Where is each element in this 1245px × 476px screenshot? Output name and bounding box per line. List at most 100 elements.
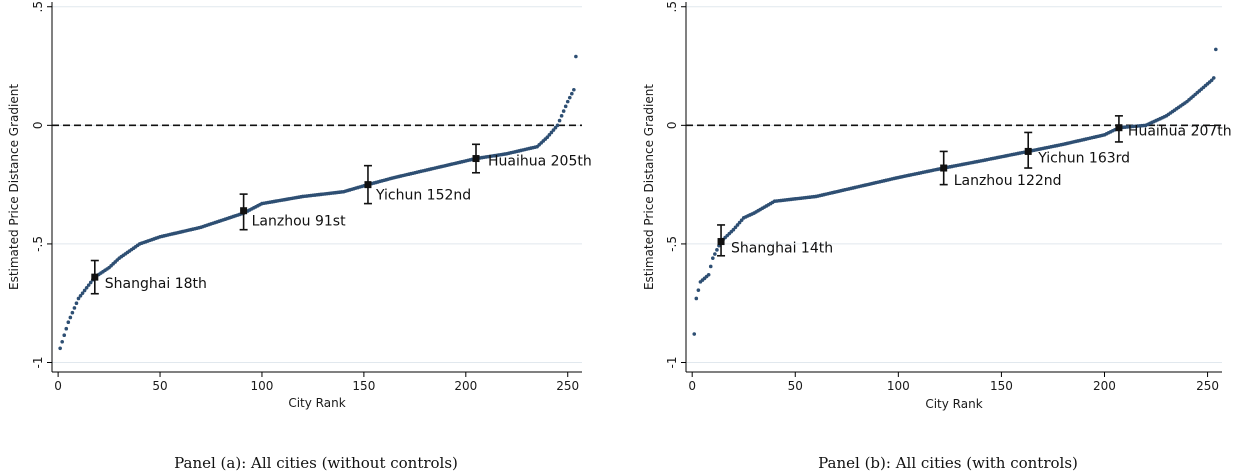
- panel-b-estimate-point: [1214, 47, 1218, 52]
- panel-a-estimate-point: [553, 125, 558, 130]
- panel-a-estimate-points: [58, 54, 578, 351]
- panel-a: Panel (a): All cities (without controls)…: [7, 1, 592, 472]
- panel-b: Panel (b): All cities (with controls) .5…: [642, 1, 1232, 472]
- panel-a-y-tick-label: -1: [31, 357, 45, 369]
- panel-a-y-tick-label: .5: [31, 1, 45, 12]
- panel-a-estimate-point: [555, 123, 560, 128]
- panel-b-highlight-city: Lanzhou 122nd: [939, 150, 1062, 189]
- panel-a-estimate-point: [570, 91, 574, 96]
- panel-b-x-axis-title: City Rank: [925, 397, 982, 411]
- panel-a-estimate-point: [88, 280, 93, 285]
- panel-b-estimate-point: [708, 264, 713, 269]
- panel-b-x-tick-label: 100: [887, 379, 910, 393]
- panel-a-y-tick-label: -.5: [31, 236, 45, 252]
- panel-b-caption: Panel (b): All cities (with controls): [818, 454, 1078, 472]
- panel-b-estimate-point: [733, 225, 738, 230]
- panel-a-estimate-point: [76, 296, 81, 301]
- panel-a-estimate-point: [545, 135, 550, 139]
- panel-a-estimate-point: [565, 99, 570, 104]
- panel-b-city-marker: [717, 238, 725, 246]
- panel-b-y-axis-title: Estimated Price Distance Gradient: [642, 84, 656, 290]
- panel-a-highlight-city: Yichun 152nd: [363, 164, 471, 205]
- panel-b-highlight-city: Huaihua 207th: [1114, 115, 1232, 143]
- panel-b-estimate-point: [737, 220, 742, 225]
- panel-a-estimate-point: [70, 310, 75, 315]
- panel-b-estimate-point: [692, 332, 697, 336]
- panel-b-y-tick-label: -.5: [665, 236, 679, 252]
- panel-a-estimate-point: [66, 320, 71, 324]
- panel-a-estimate-point: [547, 133, 552, 137]
- panel-a-estimate-point: [572, 87, 576, 92]
- panel-a-estimate-point: [80, 291, 85, 295]
- panel-a-highlight-city: Lanzhou 91st: [239, 193, 346, 231]
- panel-b-x-tick-label: 0: [688, 379, 696, 393]
- panel-a-city-label: Lanzhou 91st: [252, 214, 346, 230]
- panel-a-estimate-point: [68, 315, 73, 320]
- panel-b-city-label: Shanghai 14th: [731, 241, 833, 257]
- panel-a-x-tick-label: 150: [352, 379, 375, 393]
- panel-a-city-marker: [91, 273, 99, 281]
- panel-b-x-tick-label: 200: [1093, 379, 1116, 393]
- panel-b-city-marker: [1024, 147, 1032, 155]
- panel-a-estimate-point: [551, 128, 556, 132]
- panel-a-estimate-point: [64, 326, 69, 331]
- panel-a-x-tick-label: 0: [54, 379, 62, 393]
- panel-b-city-label: Yichun 163rd: [1037, 150, 1130, 166]
- panel-a-estimate-point: [563, 104, 568, 109]
- panel-b-estimate-point: [1209, 78, 1214, 83]
- panel-a-highlight-city: Shanghai 18th: [90, 259, 207, 295]
- panel-b-x-tick-label: 50: [788, 379, 803, 393]
- panel-b-estimate-point: [694, 296, 699, 301]
- panel-b-estimate-point: [1211, 76, 1216, 80]
- panel-b-estimate-point: [715, 248, 719, 252]
- panel-a-estimate-point: [557, 118, 562, 123]
- panel-a-highlight-city: Huaihua 205th: [472, 143, 592, 174]
- panel-a-y-axis-title: Estimated Price Distance Gradient: [7, 84, 21, 290]
- panel-b-city-marker: [940, 164, 948, 172]
- panel-b-city-label: Lanzhou 122nd: [954, 173, 1062, 189]
- panel-a-city-marker: [472, 155, 480, 163]
- panel-a-estimate-point: [62, 333, 67, 338]
- panel-a-estimate-point: [72, 306, 77, 310]
- panel-a-caption: Panel (a): All cities (without controls): [174, 454, 458, 472]
- panel-b-estimate-points: [692, 47, 1218, 336]
- panel-a-estimate-point: [574, 54, 578, 59]
- panel-a-x-tick-label: 100: [251, 379, 274, 393]
- panel-a-x-tick-label: 50: [152, 379, 167, 393]
- panel-b-estimate-point: [711, 256, 715, 260]
- panel-b-estimate-point: [735, 223, 740, 227]
- panel-b-y-tick-label: .5: [665, 1, 679, 12]
- panel-b-city-marker: [1115, 124, 1123, 132]
- panel-b-x-tick-label: 250: [1196, 379, 1219, 393]
- panel-b-y-tick-label: -1: [665, 357, 679, 369]
- panel-a-estimate-point: [78, 294, 83, 298]
- panel-a-estimate-point: [86, 283, 91, 287]
- panel-b-city-label: Huaihua 207th: [1128, 124, 1232, 140]
- panel-a-city-label: Huaihua 205th: [488, 154, 592, 170]
- panel-a-estimate-point: [60, 339, 64, 344]
- panel-a-estimate-point: [74, 301, 79, 306]
- panel-a-city-label: Shanghai 18th: [105, 276, 207, 292]
- panel-a-city-marker: [364, 181, 372, 189]
- panel-a-city-marker: [240, 207, 248, 215]
- panel-b-y-tick-label: 0: [665, 122, 679, 130]
- panel-a-estimate-point: [549, 130, 554, 135]
- panel-a-estimate-point: [84, 286, 89, 290]
- panel-a-y-tick-label: 0: [31, 122, 45, 130]
- panel-a-estimate-point: [58, 346, 62, 351]
- panel-b-highlight-city: Yichun 163rd: [1024, 131, 1130, 169]
- panel-b-estimate-point: [696, 288, 701, 292]
- panel-a-x-tick-label: 200: [454, 379, 477, 393]
- panel-b-estimate-point: [739, 218, 744, 223]
- panel-b-estimate-point: [713, 252, 717, 256]
- panel-a-estimate-point: [561, 109, 566, 113]
- panel-a-city-label: Yichun 152nd: [375, 188, 471, 204]
- panel-b-estimate-point: [731, 227, 736, 232]
- panel-a-estimate-point: [559, 114, 564, 118]
- panel-a-estimate-point: [82, 288, 87, 293]
- panel-b-x-tick-label: 150: [990, 379, 1013, 393]
- panel-a-estimate-point: [567, 95, 572, 100]
- panel-a-x-axis-title: City Rank: [288, 396, 345, 410]
- panel-b-highlight-city: Shanghai 14th: [717, 224, 833, 257]
